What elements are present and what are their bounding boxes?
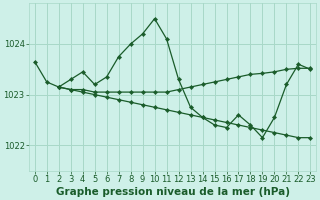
X-axis label: Graphe pression niveau de la mer (hPa): Graphe pression niveau de la mer (hPa) [56,187,290,197]
